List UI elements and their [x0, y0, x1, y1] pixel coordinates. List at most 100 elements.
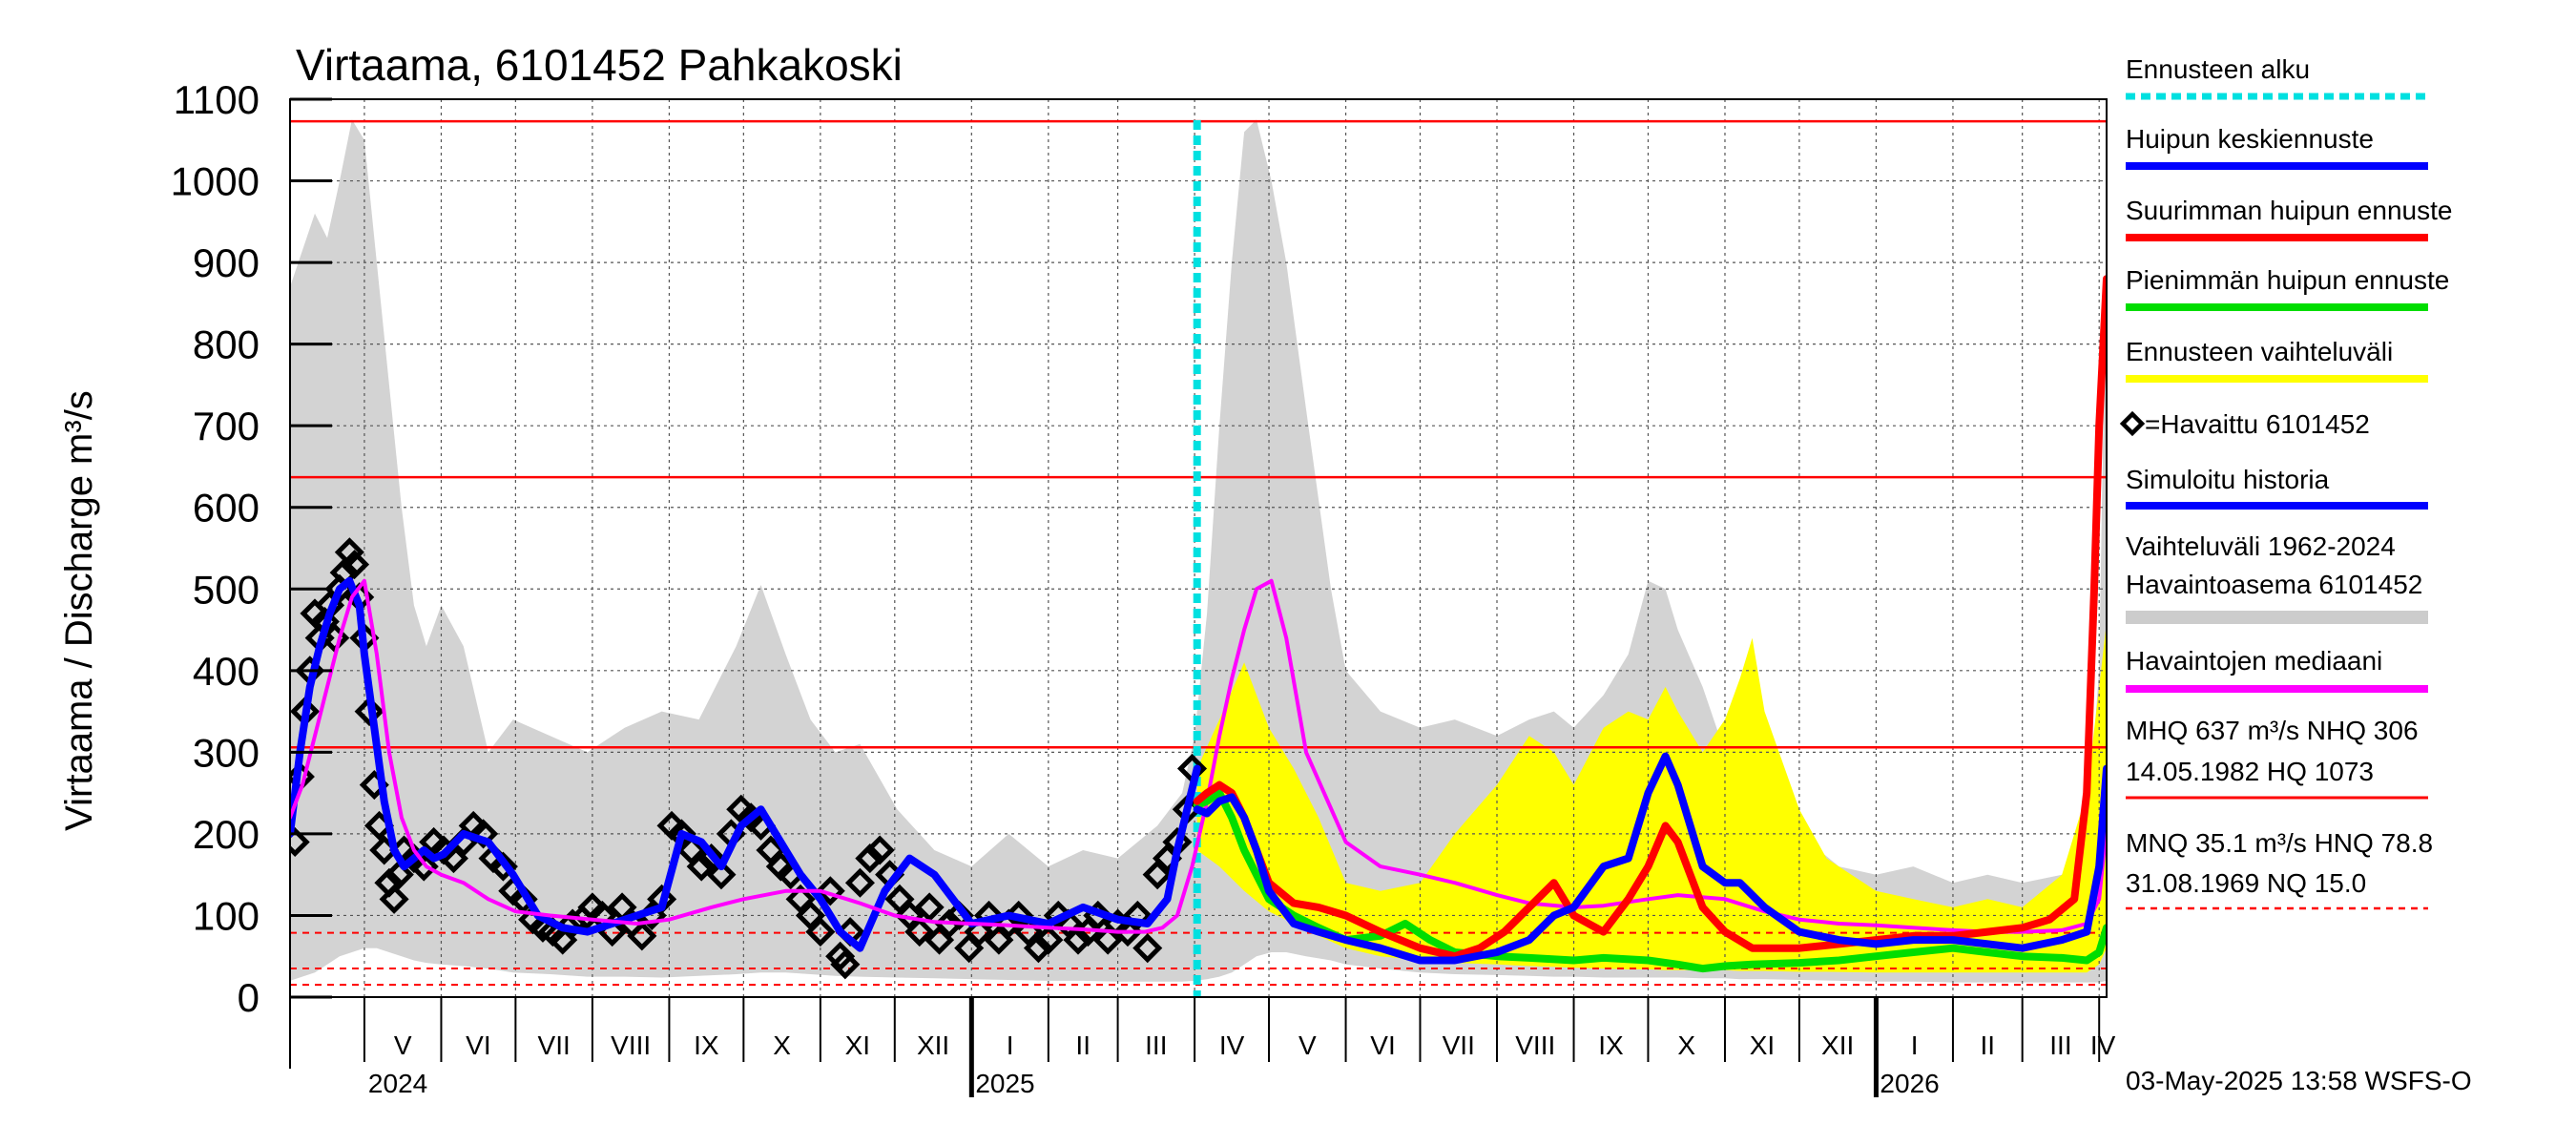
year-label: 2024: [368, 1069, 427, 1098]
month-label: VIII: [1515, 1030, 1555, 1060]
observed-point: [334, 537, 364, 568]
year-label: 2026: [1880, 1069, 1939, 1098]
legend-label: Havaintoasema 6101452: [2126, 570, 2422, 599]
y-tick-label: 0: [238, 975, 260, 1020]
legend-label: Ennusteen alku: [2126, 54, 2310, 84]
observed-point: [1033, 925, 1064, 955]
month-label: VI: [466, 1030, 490, 1060]
observed-point: [1023, 933, 1053, 964]
y-tick-label: 600: [193, 486, 260, 531]
series-line-simuloitu-historia: [290, 576, 1201, 952]
legend-item: Ennusteen alku: [2126, 54, 2428, 100]
legend-item: Ennusteen vaihteluväli: [2126, 337, 2428, 383]
legend-item: Vaihteluväli 1962-2024 Havaintoasema 610…: [2126, 531, 2428, 624]
observed-point: [627, 921, 657, 951]
observed-point: [973, 900, 1005, 930]
y-axis-label: Virtaama / Discharge m³/s: [58, 390, 100, 831]
month-label: IV: [2090, 1030, 2116, 1060]
observed-point: [844, 867, 875, 898]
stats-nq-line: 31.08.1969 NQ 15.0: [2126, 868, 2366, 898]
series-line-suurimman-huipun-ennuste: [1193, 275, 2107, 961]
observed-point: [914, 892, 945, 923]
month-label: VII: [538, 1030, 571, 1060]
observed-point: [384, 860, 414, 890]
stats-mhq-line: MHQ 637 m³/s NHQ 306: [2126, 716, 2419, 745]
month-label: VIII: [611, 1030, 651, 1060]
year-label: 2025: [975, 1069, 1034, 1098]
series-line-huipun-keskiennuste: [1193, 752, 2107, 965]
observed-point: [855, 843, 885, 874]
month-label: X: [773, 1030, 791, 1060]
forecast-band-area: [1196, 621, 2107, 973]
plot-area: [290, 98, 2107, 997]
observed-point: [408, 851, 439, 882]
month-label: XI: [1750, 1030, 1775, 1060]
y-tick-label: 200: [193, 812, 260, 857]
legend-marker-diamond: [2119, 410, 2146, 437]
observed-point: [1132, 933, 1163, 964]
legend-item: Huipun keskiennuste: [2126, 124, 2428, 170]
month-label: V: [1298, 1030, 1317, 1060]
month-label: II: [1981, 1030, 1996, 1060]
month-label: X: [1677, 1030, 1695, 1060]
month-label: XII: [1821, 1030, 1854, 1060]
y-tick-label: 900: [193, 240, 260, 285]
legend-item: Suurimman huipun ennuste: [2126, 196, 2452, 241]
y-tick-label: 700: [193, 404, 260, 448]
legend-item: Simuloitu historia: [2126, 465, 2428, 510]
timestamp-footer: 03-May-2025 13:58 WSFS-O: [2126, 1066, 2472, 1095]
observed-point: [904, 917, 935, 947]
month-label: II: [1075, 1030, 1091, 1060]
legend-label: Pienimmän huipun ennuste: [2126, 265, 2449, 295]
y-tick-label: 400: [193, 649, 260, 694]
legend-item: =Havaittu 6101452: [2119, 409, 2370, 439]
series-line-pienimm-n-huipun-ennuste: [1193, 789, 2107, 973]
plot-frame: [289, 98, 2108, 998]
month-label: III: [2049, 1030, 2071, 1060]
observed-point: [686, 851, 717, 882]
month-label: VI: [1370, 1030, 1395, 1060]
legend-item: Havaintojen mediaani: [2126, 646, 2428, 693]
legend-item: Pienimmän huipun ennuste: [2126, 265, 2449, 311]
stats-block: MHQ 637 m³/s NHQ 306 14.05.1982 HQ 1073 …: [2126, 716, 2433, 910]
observed-point: [815, 876, 845, 906]
y-tick-label: 100: [193, 893, 260, 938]
stats-mnq-line: MNQ 35.1 m³/s HNQ 78.8: [2126, 828, 2433, 858]
observed-point: [934, 908, 965, 939]
y-tick-label: 300: [193, 730, 260, 775]
observed-point: [706, 860, 737, 890]
observed-point: [1063, 925, 1093, 955]
observed-point: [830, 949, 861, 980]
legend-label: Ennusteen vaihteluväli: [2126, 337, 2393, 366]
observed-point: [379, 884, 409, 914]
legend-label: =Havaittu 6101452: [2145, 409, 2370, 439]
month-label: IX: [694, 1030, 719, 1060]
observed-point: [488, 851, 518, 882]
month-label: XII: [917, 1030, 949, 1060]
y-tick-label: 1000: [171, 159, 260, 204]
y-tick-label: 1100: [174, 77, 260, 122]
legend-label: Huipun keskiennuste: [2126, 124, 2374, 154]
legend-label: Vaihteluväli 1962-2024: [2126, 531, 2396, 561]
observed-point: [354, 697, 384, 727]
y-tick-label: 500: [193, 567, 260, 612]
legend-label: Havaintojen mediaani: [2126, 646, 2382, 676]
observed-point: [864, 835, 895, 865]
month-label: I: [1007, 1030, 1014, 1060]
observed-point: [340, 550, 370, 580]
legend: Ennusteen alku Huipun keskiennuste Suurimm…: [2119, 54, 2452, 693]
observed-point: [290, 826, 310, 857]
observed-point: [805, 917, 836, 947]
observed-point: [468, 819, 499, 849]
chart-title: Virtaama, 6101452 Pahkakoski: [296, 40, 903, 90]
month-label: VII: [1443, 1030, 1475, 1060]
legend-label: Simuloitu historia: [2126, 465, 2330, 494]
month-label: III: [1145, 1030, 1167, 1060]
month-label: IX: [1598, 1030, 1624, 1060]
observed-point: [1122, 900, 1153, 930]
month-label: IV: [1219, 1030, 1245, 1060]
y-tick-label: 800: [193, 323, 260, 367]
month-label: V: [394, 1030, 412, 1060]
legend-label: Suurimman huipun ennuste: [2126, 196, 2452, 225]
